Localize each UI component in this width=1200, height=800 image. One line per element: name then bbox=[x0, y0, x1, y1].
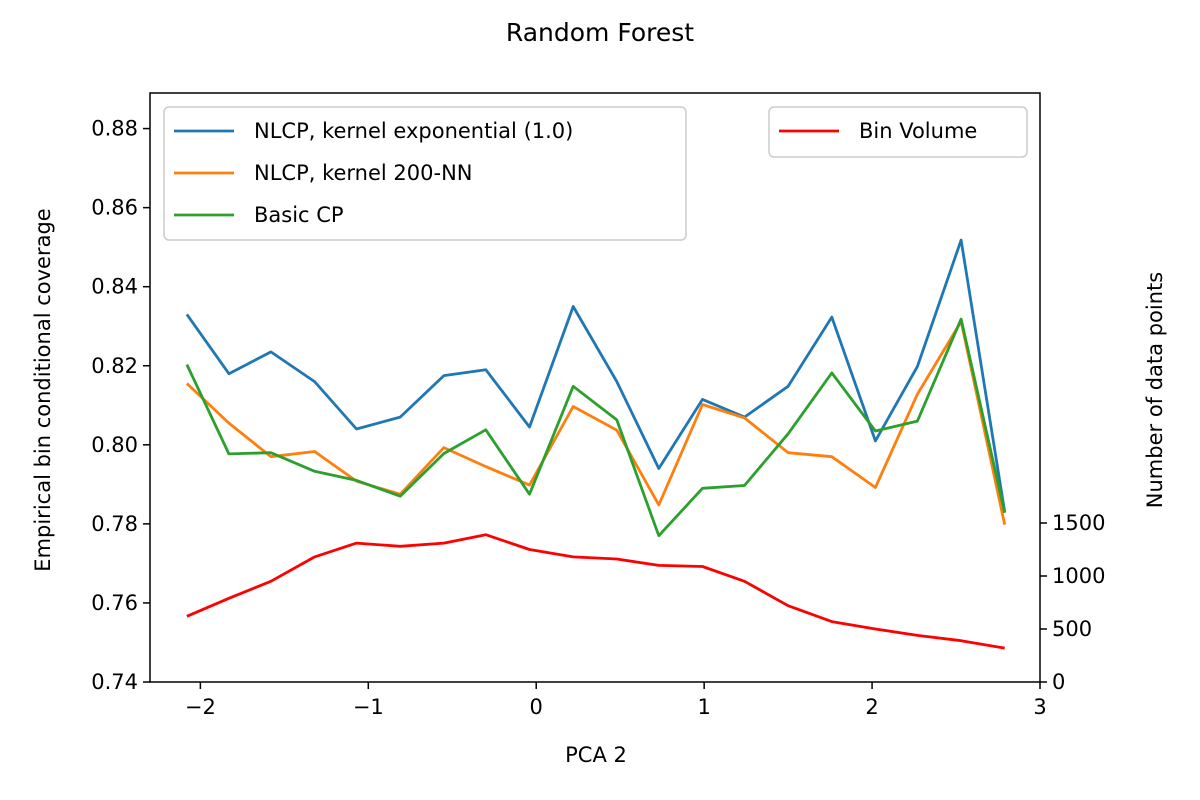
x-tick-label: 0 bbox=[530, 695, 543, 719]
right-y-axis-label: Number of data points bbox=[1143, 272, 1167, 508]
series-layer bbox=[185, 238, 1007, 650]
x-tick-label: −1 bbox=[353, 695, 384, 719]
legend-right-box bbox=[768, 106, 1028, 158]
right-y-tick-label: 1000 bbox=[1052, 564, 1105, 588]
y-tick-label: 0.76 bbox=[91, 591, 138, 615]
y-tick-label: 0.74 bbox=[91, 670, 138, 694]
x-axis-ticks: −2 −1 0 1 2 3 bbox=[185, 682, 1047, 719]
series-line-nlcp-kernel-200-nn bbox=[185, 320, 1007, 525]
legend-left: NLCP, kernel exponential (1.0) NLCP, kern… bbox=[163, 106, 687, 241]
y-tick-label: 0.80 bbox=[91, 433, 138, 457]
y-tick-label: 0.86 bbox=[91, 196, 138, 220]
legend-left-box bbox=[163, 106, 687, 241]
series-line-basic-cp bbox=[185, 317, 1007, 538]
y-tick-label: 0.78 bbox=[91, 512, 138, 536]
chart-title: Random Forest bbox=[506, 18, 694, 47]
y-tick-label: 0.88 bbox=[91, 117, 138, 141]
series-line-bin-volume bbox=[186, 533, 1005, 650]
legend-label: Basic CP bbox=[254, 203, 344, 227]
legend-label: NLCP, kernel exponential (1.0) bbox=[254, 119, 573, 143]
y-axis-ticks: 0.74 0.76 0.78 0.80 0.82 0.84 0.86 0.88 bbox=[91, 117, 150, 694]
legend-label: Bin Volume bbox=[859, 119, 977, 143]
right-y-axis-ticks: 0 500 1000 1500 bbox=[1040, 511, 1105, 694]
right-y-tick-label: 1500 bbox=[1052, 511, 1105, 535]
x-axis-label: PCA 2 bbox=[565, 743, 627, 767]
x-tick-label: 1 bbox=[697, 695, 710, 719]
right-y-tick-label: 0 bbox=[1052, 670, 1065, 694]
y-axis-label: Empirical bin conditional coverage bbox=[31, 208, 55, 571]
x-tick-label: 3 bbox=[1033, 695, 1046, 719]
y-tick-label: 0.82 bbox=[91, 354, 138, 378]
y-tick-label: 0.84 bbox=[91, 275, 138, 299]
x-tick-label: 2 bbox=[865, 695, 878, 719]
legend-label: NLCP, kernel 200-NN bbox=[254, 161, 473, 185]
legend-right: Bin Volume bbox=[768, 106, 1028, 158]
right-y-tick-label: 500 bbox=[1052, 617, 1092, 641]
x-tick-label: −2 bbox=[185, 695, 216, 719]
